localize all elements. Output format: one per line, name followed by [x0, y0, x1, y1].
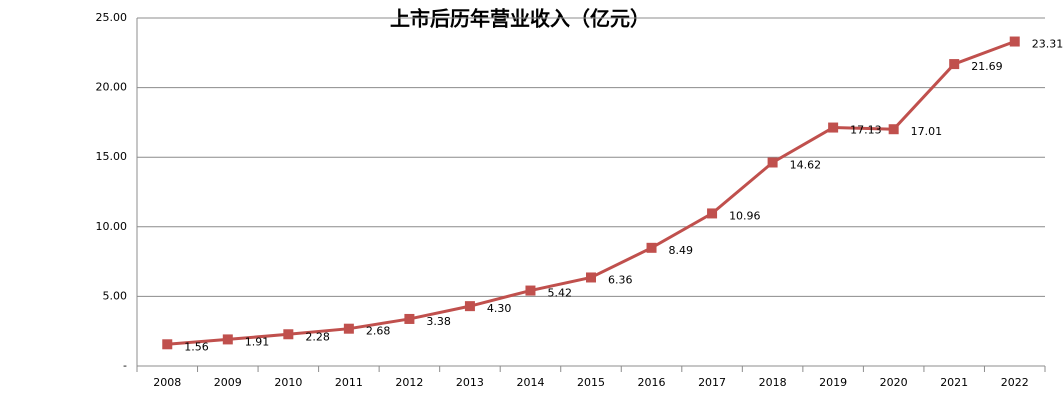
- marker: [404, 313, 415, 324]
- data-label: 10.96: [729, 209, 761, 222]
- x-tick-label: 2022: [1001, 376, 1029, 389]
- y-tick-label: 20.00: [96, 81, 128, 94]
- marker: [1009, 36, 1020, 47]
- x-tick-label: 2010: [274, 376, 302, 389]
- data-label: 1.91: [245, 335, 269, 348]
- data-label: 1.56: [184, 340, 209, 353]
- x-tick-label: 2021: [940, 376, 968, 389]
- y-tick-label: 5.00: [103, 289, 128, 302]
- x-tick-label: 2019: [819, 376, 847, 389]
- y-tick-label: 10.00: [96, 220, 128, 233]
- data-label: 6.36: [608, 273, 633, 286]
- y-tick-label: 25.00: [96, 11, 128, 24]
- data-label: 3.38: [426, 315, 451, 328]
- marker: [525, 285, 536, 296]
- data-label: 17.13: [850, 124, 882, 137]
- marker: [586, 272, 596, 283]
- x-tick-label: 2008: [153, 376, 181, 389]
- marker: [464, 301, 475, 312]
- marker: [767, 157, 778, 168]
- marker: [343, 323, 354, 334]
- data-label: 2.68: [366, 325, 391, 338]
- marker: [222, 334, 233, 345]
- marker: [283, 329, 294, 340]
- x-tick-label: 2016: [638, 376, 666, 389]
- x-tick-label: 2020: [880, 376, 908, 389]
- line: [167, 40, 1016, 346]
- marker: [949, 59, 960, 70]
- y-tick-label: -: [123, 359, 127, 372]
- data-label: 8.49: [669, 244, 694, 257]
- marker: [888, 124, 899, 135]
- data-label: 17.01: [911, 125, 943, 138]
- x-tick-label: 2013: [456, 376, 484, 389]
- data-label: 4.30: [487, 302, 512, 315]
- x-tick-label: 2015: [577, 376, 605, 389]
- data-label: 5.42: [547, 287, 572, 300]
- data-label: 23.31: [1032, 38, 1063, 51]
- x-tick-label: 2012: [395, 376, 423, 389]
- marker: [162, 339, 173, 350]
- x-tick-label: 2011: [335, 376, 363, 389]
- marker: [828, 122, 839, 133]
- y-tick-label: 15.00: [96, 150, 128, 163]
- data-label: 2.28: [305, 330, 330, 343]
- marker: [646, 242, 657, 253]
- x-tick-label: 2014: [516, 376, 544, 389]
- data-label: 14.62: [790, 158, 822, 171]
- data-label: 21.69: [971, 60, 1003, 73]
- x-tick-label: 2018: [759, 376, 787, 389]
- x-tick-label: 2017: [698, 376, 726, 389]
- marker: [707, 208, 718, 219]
- x-tick-label: 2009: [214, 376, 242, 389]
